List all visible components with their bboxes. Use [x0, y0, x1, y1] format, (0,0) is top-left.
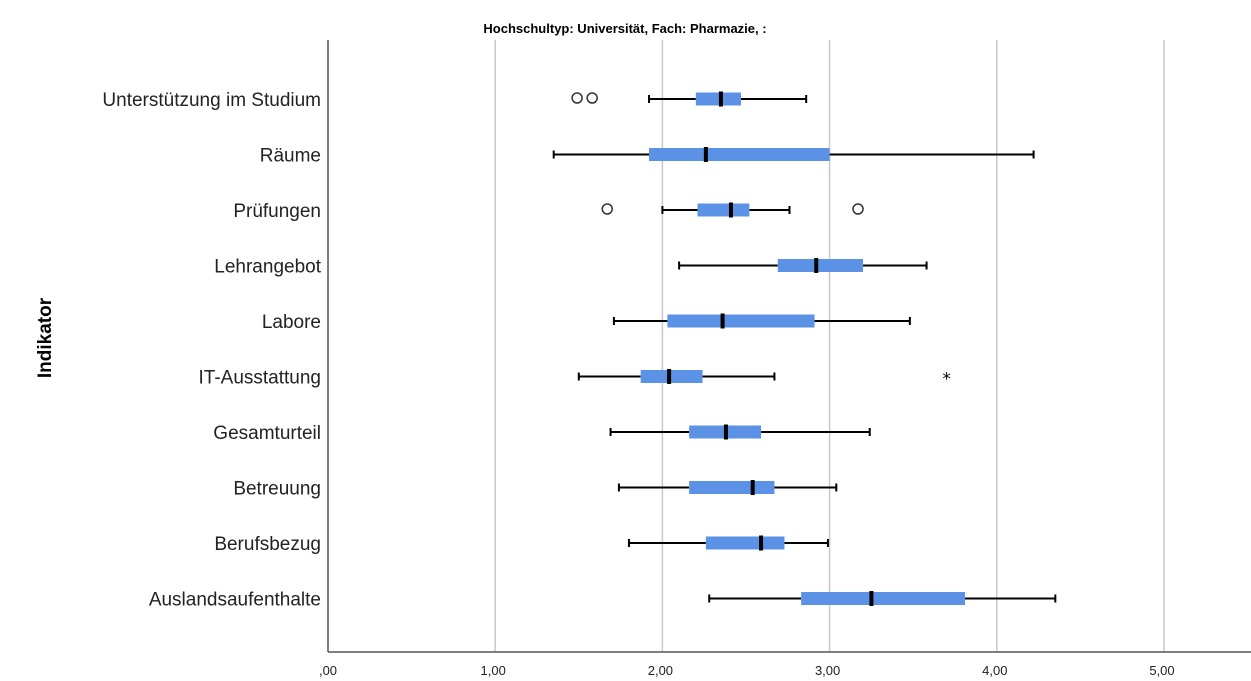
- x-tick-label: 3,00: [815, 663, 840, 678]
- box-1: [571, 91, 808, 107]
- box-rect: [801, 592, 966, 605]
- box-4: [678, 258, 928, 273]
- category-label: Räume: [260, 146, 321, 167]
- category-label: IT-Ausstattung: [198, 368, 321, 389]
- category-label: Berufsbezug: [214, 534, 321, 555]
- median-line: [728, 202, 733, 218]
- category-label: Unterstützung im Studium: [102, 90, 321, 111]
- box-9: [627, 535, 829, 551]
- median-line: [814, 258, 819, 273]
- box-rect: [695, 92, 741, 106]
- median-line: [750, 480, 755, 495]
- box-8: [617, 480, 838, 495]
- median-line: [723, 424, 728, 440]
- median-line: [759, 535, 764, 551]
- grid-layer: [494, 40, 1165, 652]
- median-line: [869, 591, 874, 606]
- median-line: [718, 91, 723, 107]
- outlier-point: [601, 203, 613, 215]
- median-line: [703, 147, 708, 162]
- outlier-point: [852, 203, 864, 215]
- outlier-point: [586, 92, 598, 104]
- y-axis-label: Indikator: [35, 297, 56, 378]
- x-tick-label: 2,00: [648, 663, 673, 678]
- box-2: [552, 147, 1035, 162]
- category-label: Labore: [262, 312, 321, 333]
- axis-layer: [327, 40, 1251, 653]
- box-rect: [697, 203, 750, 217]
- x-tick-label: 1,00: [481, 663, 506, 678]
- category-labels: Unterstützung im Studium Räume Prüfungen Le…: [102, 90, 321, 611]
- extreme-point: *: [942, 370, 951, 390]
- category-label: Prüfungen: [233, 201, 321, 222]
- category-label: Betreuung: [233, 479, 321, 500]
- median-line: [667, 369, 672, 384]
- boxes-layer: *: [552, 91, 1057, 606]
- category-label: Lehrangebot: [214, 257, 321, 278]
- box-rect: [640, 370, 703, 383]
- box-rect: [649, 148, 830, 161]
- x-tick-label: 5,00: [1149, 663, 1174, 678]
- x-tick-labels: ,00 1,00 2,00 3,00 4,00 5,00: [319, 663, 1175, 678]
- box-7: [609, 424, 871, 440]
- x-tick-label: 4,00: [982, 663, 1007, 678]
- box-rect: [689, 481, 775, 494]
- chart-title: Hochschultyp: Universität, Fach: Pharmaz…: [483, 21, 766, 36]
- median-line: [720, 313, 725, 329]
- box-3: [601, 202, 864, 218]
- category-label: Auslandsaufenthalte: [149, 590, 321, 611]
- box-rect: [777, 259, 864, 272]
- box-5: [612, 313, 911, 329]
- x-tick-label: ,00: [319, 663, 337, 678]
- box-rect: [705, 536, 785, 550]
- box-10: [708, 591, 1057, 606]
- category-label: Gesamturteil: [213, 423, 321, 444]
- outlier-point: [571, 92, 583, 104]
- box-6: *: [577, 369, 951, 390]
- box-rect: [667, 314, 815, 328]
